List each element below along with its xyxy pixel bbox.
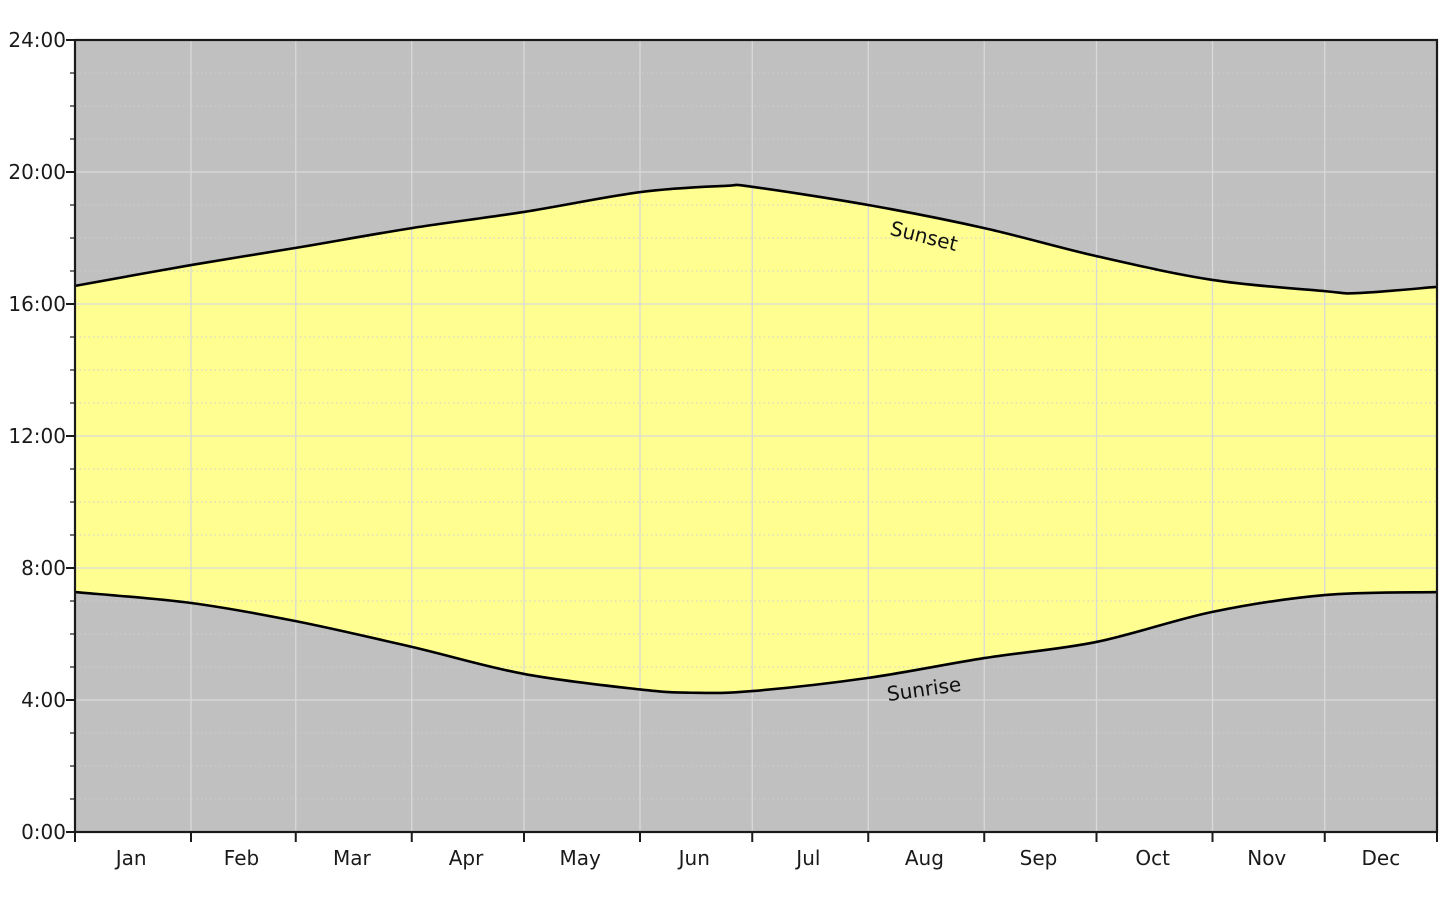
x-month-label: Dec: [1361, 846, 1401, 870]
sunrise-curve: [74, 590, 1438, 695]
y-tick-label: 8:00: [21, 556, 66, 580]
y-tick-label: 4:00: [21, 688, 66, 712]
x-month-label: Aug: [904, 846, 944, 870]
axes-spines-ticks: [66, 38, 1439, 842]
curves: [74, 183, 1438, 695]
y-tick-label: 12:00: [8, 424, 66, 448]
x-month-label: Apr: [448, 846, 484, 870]
x-month-label: Jul: [796, 846, 821, 870]
y-tick-label: 24:00: [8, 28, 66, 52]
x-month-label: May: [559, 846, 601, 870]
x-month-label: Oct: [1135, 846, 1170, 870]
sunset-curve: [74, 183, 1438, 295]
x-month-label: Jan: [115, 846, 147, 870]
x-month-label: Mar: [333, 846, 371, 870]
x-month-label: Jun: [678, 846, 710, 870]
y-tick-label: 16:00: [8, 292, 66, 316]
y-tick-label: 20:00: [8, 160, 66, 184]
x-month-label: Nov: [1247, 846, 1287, 870]
gridlines: [75, 40, 1437, 832]
y-tick-label: 0:00: [21, 820, 66, 844]
x-month-label: Feb: [223, 846, 260, 870]
x-month-label: Sep: [1019, 846, 1058, 870]
